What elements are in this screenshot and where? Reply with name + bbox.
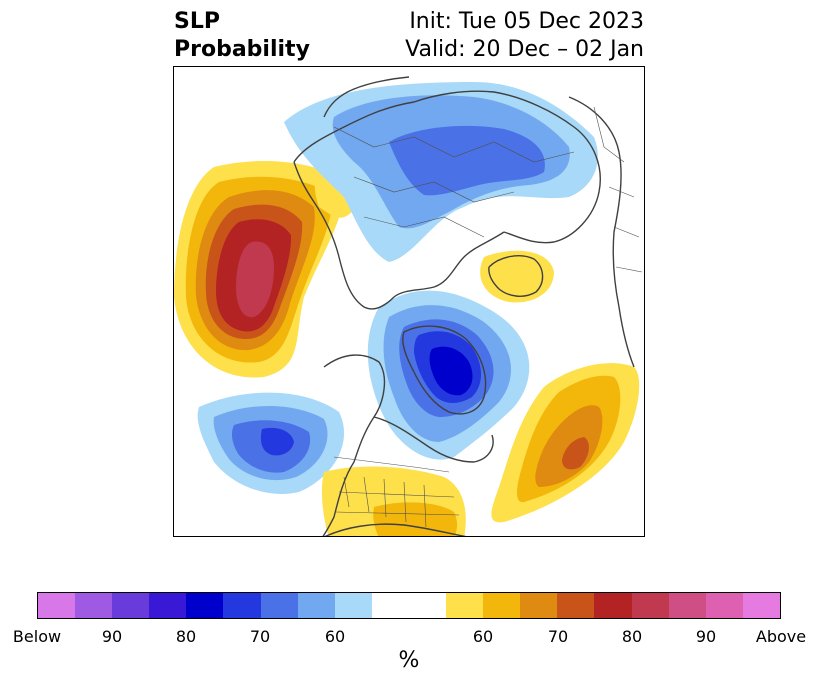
title-init-date: Init: Tue 05 Dec 2023 [409,9,644,34]
colorbar-segment-above-16 [668,593,706,618]
title-variable-line2: Probability [174,37,310,62]
anomaly-atlantic-above [491,363,640,523]
tick-above-80: 80 [621,627,643,646]
colorbar-segment-below-6 [260,593,298,618]
map-svg [174,76,643,536]
anomaly-pacific-above [174,161,344,378]
tick-below-80: 80 [175,627,197,646]
polar-stereographic-map [173,66,645,537]
tick-above-70: 70 [547,627,569,646]
colorbar-segment-above-11 [483,593,521,618]
map-title-dates: Init: Tue 05 Dec 2023 Valid: 20 Dec – 02… [405,8,644,64]
colorbar-segment-above-10 [446,593,484,618]
tick-above: Above [755,627,807,646]
colorbar-segment-below-7 [297,593,335,618]
tick-below-60: 60 [324,627,346,646]
tick-above-60: 60 [472,627,494,646]
title-valid-range: Valid: 20 Dec – 02 Jan [405,37,644,62]
colorbar-segment-below-3 [149,593,187,618]
colorbar-segment-below-5 [223,593,261,618]
colorbar-segment-above-12 [520,593,558,618]
tick-below-90: 90 [101,627,123,646]
probability-colorbar [37,592,781,619]
coastlines [293,76,635,536]
tick-above-90: 90 [695,627,717,646]
colorbar-segment-below-1 [75,593,113,618]
colorbar-segment-neutral-9 [371,593,447,618]
colorbar-segment-below-4 [186,593,224,618]
colorbar-segment-above-13 [557,593,595,618]
colorbar-segment-below-0 [38,593,76,618]
anomaly-eurasia-below [284,82,598,262]
political-borders [333,106,643,528]
colorbar-segment-above-15 [631,593,669,618]
colorbar-segment-below-8 [334,593,372,618]
tick-below-70: 70 [249,627,271,646]
colorbar-unit-label: % [398,648,420,673]
colorbar-segment-below-2 [112,593,150,618]
colorbar-segment-above-18 [742,593,780,618]
colorbar-segment-above-14 [594,593,632,618]
anomaly-greenland-below [367,290,530,460]
title-variable-line1: SLP [174,9,220,34]
tick-below: Below [12,627,62,646]
anomaly-northpacific-below [197,392,345,494]
colorbar-segment-above-17 [705,593,743,618]
map-title-variable: SLP Probability [174,8,310,64]
anomaly-us-above [321,466,466,536]
